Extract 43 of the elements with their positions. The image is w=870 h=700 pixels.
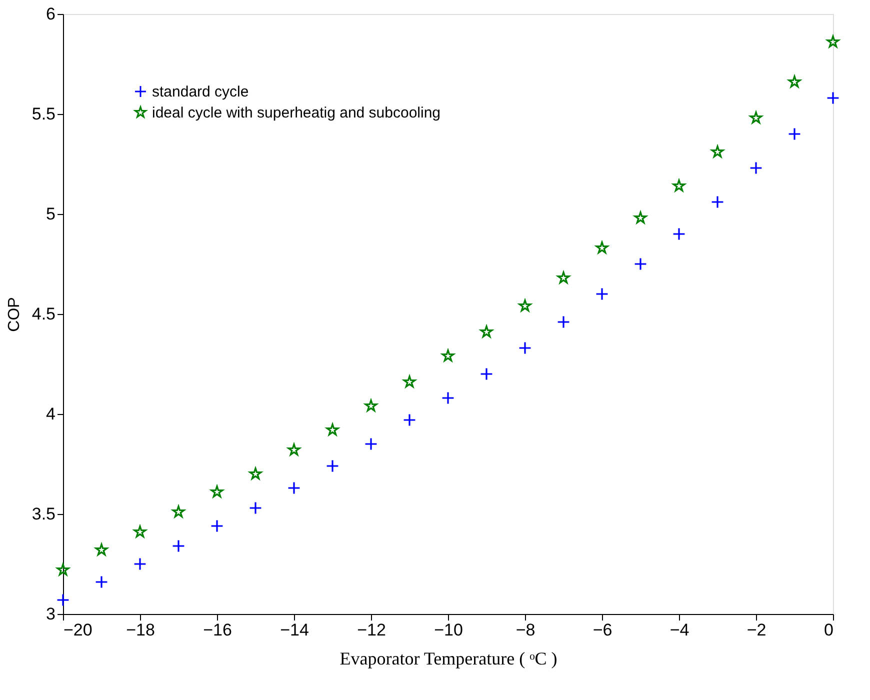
point	[557, 316, 570, 328]
point	[711, 196, 724, 208]
y-tick-label: 4	[46, 404, 56, 424]
point	[750, 162, 762, 174]
point	[134, 558, 146, 570]
x-tick-label: −16	[203, 620, 232, 640]
point	[288, 482, 300, 494]
y-tick-label: 3	[46, 604, 56, 624]
x-tick-label: −6	[592, 620, 612, 640]
point	[364, 438, 378, 450]
x-tick-label: −20	[64, 620, 92, 640]
y-tick-label: 4.5	[32, 304, 56, 324]
y-tick-label: 3.5	[32, 504, 56, 524]
point	[442, 392, 454, 404]
point	[172, 540, 185, 552]
x-tick-label: −14	[280, 620, 309, 640]
point	[634, 258, 647, 270]
legend-label: ideal cycle with superheatig and subcooling	[152, 104, 441, 122]
x-tick-label: −4	[670, 620, 690, 640]
y-tick-label: 5	[46, 204, 56, 224]
point	[95, 576, 108, 588]
point	[210, 520, 224, 532]
point	[326, 460, 339, 472]
point	[596, 288, 608, 300]
x-tick-label: 0	[824, 620, 834, 640]
point	[672, 228, 686, 240]
x-tick-label: −2	[746, 620, 766, 640]
point	[518, 342, 532, 354]
point	[56, 594, 70, 606]
y-tick-label: 6	[46, 4, 56, 24]
x-tick-label: −10	[434, 620, 463, 640]
x-axis-title: Evaporator Temperature ( ᵒC )	[340, 648, 558, 668]
legend-label: standard cycle	[152, 84, 249, 100]
x-tick-label: −18	[126, 620, 155, 640]
x-tick-label: −8	[516, 620, 536, 640]
point	[826, 92, 840, 104]
y-tick-label: 5.5	[32, 104, 56, 124]
point	[249, 502, 262, 514]
point	[403, 414, 416, 426]
point	[480, 368, 493, 380]
y-axis-title: COP	[6, 297, 23, 332]
x-tick-label: −12	[357, 620, 386, 640]
point	[788, 128, 801, 140]
